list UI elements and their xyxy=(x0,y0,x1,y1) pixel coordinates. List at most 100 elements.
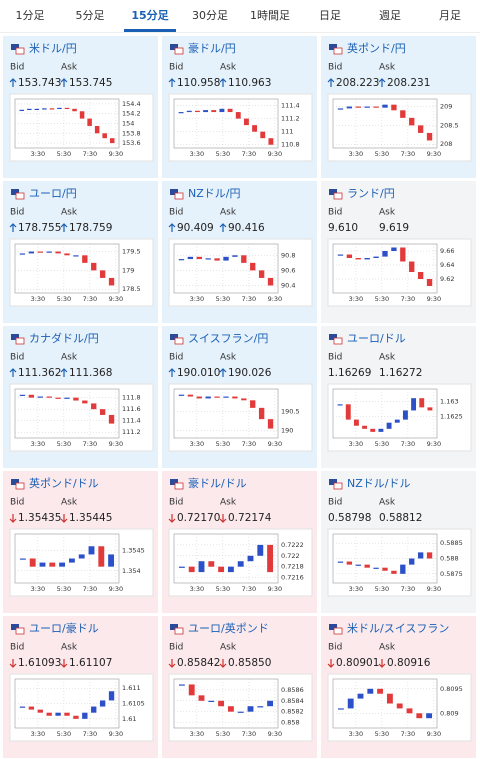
flag-icon xyxy=(11,189,19,195)
pair-name[interactable]: ユーロ/英ポンド xyxy=(188,621,269,635)
tab-label[interactable]: 週足 xyxy=(379,9,401,22)
candle xyxy=(411,398,417,411)
tab[interactable] xyxy=(300,0,360,32)
candle xyxy=(426,552,433,559)
pair-name[interactable]: 豪ドル/円 xyxy=(188,41,236,55)
candle xyxy=(198,695,205,701)
tab[interactable] xyxy=(180,0,240,32)
bid-label: Bid xyxy=(10,353,24,363)
candle xyxy=(386,693,393,704)
bid-label: Bid xyxy=(328,208,342,218)
tab-label[interactable]: 1時間足 xyxy=(250,9,290,22)
flag-icon xyxy=(15,337,25,345)
tab[interactable] xyxy=(360,0,420,32)
mini-chart[interactable] xyxy=(168,238,313,307)
candle xyxy=(79,111,85,119)
pair-name[interactable]: NZドル/ドル xyxy=(347,477,410,490)
candle xyxy=(346,561,353,565)
candle xyxy=(55,712,61,716)
bid-value: 178.755 xyxy=(18,222,61,234)
y-tick-label: 0.809 xyxy=(440,709,459,717)
candle xyxy=(108,277,115,286)
mini-chart[interactable] xyxy=(327,238,472,307)
mini-chart[interactable] xyxy=(9,93,154,162)
tab[interactable] xyxy=(420,0,480,32)
y-tick-label: 1.6105 xyxy=(122,700,145,708)
y-tick-label: 1.611 xyxy=(122,684,141,692)
pair-name[interactable]: ユーロ/ドル xyxy=(347,332,406,345)
ask-label: Ask xyxy=(379,353,396,363)
candle xyxy=(178,566,185,568)
candle xyxy=(27,108,32,110)
mini-chart[interactable] xyxy=(327,383,472,452)
y-tick-label: 90.4 xyxy=(281,281,295,289)
pair-name[interactable]: ユーロ/円 xyxy=(29,187,77,200)
y-tick-label: 0.7222 xyxy=(281,541,304,549)
candle xyxy=(55,397,61,399)
tab-label[interactable]: 30分足 xyxy=(192,9,228,22)
candle xyxy=(364,564,370,568)
candle xyxy=(219,108,225,113)
x-tick-label: 9:30 xyxy=(427,150,442,158)
pair-name[interactable]: カナダドル/円 xyxy=(29,331,99,345)
flag-icon xyxy=(174,337,184,345)
mini-chart[interactable] xyxy=(9,238,154,307)
candle xyxy=(391,104,397,111)
bid-value: 153.743 xyxy=(18,77,61,89)
pair-name[interactable]: 米ドル/スイスフラン xyxy=(347,622,449,635)
mini-chart[interactable] xyxy=(327,93,472,162)
pair-name[interactable]: ランド/円 xyxy=(347,187,395,200)
plot-frame xyxy=(332,678,438,729)
x-tick-label: 7:30 xyxy=(401,150,416,158)
ask-value: 0.85850 xyxy=(228,657,271,669)
y-tick-label: 190 xyxy=(281,426,293,434)
candle xyxy=(94,125,100,134)
pair-name[interactable]: スイスフラン/円 xyxy=(188,332,268,345)
x-tick-label: 5:30 xyxy=(57,585,72,593)
direction-arrow xyxy=(168,78,176,87)
ask-value: 190.026 xyxy=(228,367,272,379)
candle xyxy=(186,110,192,113)
candle xyxy=(37,251,43,253)
bid-value: 1.35435 xyxy=(18,512,61,524)
candle xyxy=(346,254,353,258)
candle xyxy=(250,262,256,271)
candle xyxy=(373,106,379,108)
tab-label[interactable]: 15分足 xyxy=(131,8,169,22)
y-tick-label: 0.858 xyxy=(281,719,300,727)
candle xyxy=(99,270,106,278)
direction-arrow xyxy=(168,223,176,232)
flag-icon xyxy=(174,627,184,635)
mini-chart[interactable] xyxy=(168,93,313,162)
pair-name[interactable]: 米ドル/円 xyxy=(29,42,77,55)
tab[interactable] xyxy=(120,0,180,32)
ask-label: Ask xyxy=(220,208,237,218)
pair-name[interactable]: ユーロ/豪ドル xyxy=(29,621,99,635)
bid-value: 1.16269 xyxy=(328,367,371,379)
y-tick-label: 111 xyxy=(281,128,293,136)
pair-name[interactable]: 英ポンド/ドル xyxy=(29,476,99,490)
candle xyxy=(337,708,344,710)
bid-label: Bid xyxy=(328,643,342,653)
plot-frame xyxy=(14,533,120,584)
flag-icon xyxy=(329,479,337,485)
tab-label[interactable]: 1分足 xyxy=(16,9,45,22)
candle xyxy=(187,256,194,260)
tab[interactable] xyxy=(0,0,60,32)
direction-arrow xyxy=(168,368,176,377)
tab[interactable] xyxy=(240,0,300,32)
candle xyxy=(223,396,229,398)
candle xyxy=(99,409,106,415)
tab-label[interactable]: 日足 xyxy=(319,9,341,22)
flag-icon xyxy=(15,192,25,200)
pair-name[interactable]: NZドル/円 xyxy=(188,187,240,200)
y-tick-label: 153.6 xyxy=(122,139,141,147)
tab[interactable] xyxy=(60,0,120,32)
bid-label: Bid xyxy=(10,498,24,508)
flag-icon xyxy=(174,482,184,490)
tab-label[interactable]: 月足 xyxy=(439,9,461,22)
pair-name[interactable]: 豪ドル/ドル xyxy=(188,476,247,490)
plot-frame xyxy=(173,388,279,439)
pair-name[interactable]: 英ポンド/円 xyxy=(347,41,406,55)
tab-label[interactable]: 5分足 xyxy=(76,9,105,22)
